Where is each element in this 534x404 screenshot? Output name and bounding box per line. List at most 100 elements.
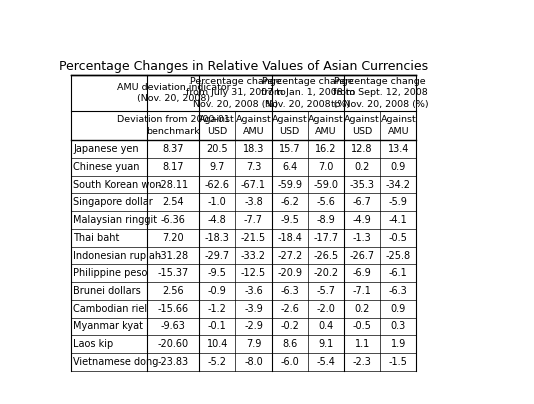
Text: -6.3: -6.3 xyxy=(280,286,299,296)
Text: -9.5: -9.5 xyxy=(280,215,299,225)
Text: 20.5: 20.5 xyxy=(207,144,228,154)
Text: 12.8: 12.8 xyxy=(351,144,373,154)
Text: -27.2: -27.2 xyxy=(277,250,302,261)
Text: Vietnamese dong: Vietnamese dong xyxy=(73,357,159,367)
Text: -8.0: -8.0 xyxy=(244,357,263,367)
Text: 0.9: 0.9 xyxy=(391,162,406,172)
Text: Percentage change
from Sept. 12, 2008
to Nov. 20, 2008 (%): Percentage change from Sept. 12, 2008 to… xyxy=(332,77,429,109)
Text: 1.1: 1.1 xyxy=(355,339,370,349)
Text: -4.8: -4.8 xyxy=(208,215,226,225)
Text: -31.28: -31.28 xyxy=(158,250,189,261)
Text: -6.2: -6.2 xyxy=(280,197,299,207)
Text: -1.0: -1.0 xyxy=(208,197,226,207)
Text: -2.0: -2.0 xyxy=(317,304,335,314)
Text: -9.63: -9.63 xyxy=(161,322,186,331)
Text: -5.4: -5.4 xyxy=(317,357,335,367)
Text: -5.2: -5.2 xyxy=(208,357,227,367)
Text: Philippine peso: Philippine peso xyxy=(73,268,148,278)
Text: -5.7: -5.7 xyxy=(317,286,335,296)
Text: -6.0: -6.0 xyxy=(280,357,299,367)
Text: Against
AMU: Against AMU xyxy=(235,115,271,136)
Text: -0.2: -0.2 xyxy=(280,322,299,331)
Text: Against
USD: Against USD xyxy=(344,115,380,136)
Text: Cambodian riel: Cambodian riel xyxy=(73,304,147,314)
Text: -34.2: -34.2 xyxy=(386,179,411,189)
Text: 9.7: 9.7 xyxy=(210,162,225,172)
Text: -7.1: -7.1 xyxy=(352,286,372,296)
Text: 7.20: 7.20 xyxy=(162,233,184,243)
Text: -4.1: -4.1 xyxy=(389,215,408,225)
Text: 2.56: 2.56 xyxy=(162,286,184,296)
Text: -26.5: -26.5 xyxy=(313,250,339,261)
Text: -0.1: -0.1 xyxy=(208,322,226,331)
Text: -6.7: -6.7 xyxy=(352,197,372,207)
Text: -33.2: -33.2 xyxy=(241,250,266,261)
Text: -1.2: -1.2 xyxy=(208,304,227,314)
Text: -18.4: -18.4 xyxy=(277,233,302,243)
Text: Percentage change
from July 31, 2007 to
Nov. 20, 2008 (%): Percentage change from July 31, 2007 to … xyxy=(185,77,285,109)
Text: Singapore dollar: Singapore dollar xyxy=(73,197,153,207)
Text: -18.3: -18.3 xyxy=(205,233,230,243)
Text: 10.4: 10.4 xyxy=(207,339,228,349)
Text: -0.9: -0.9 xyxy=(208,286,226,296)
Text: -67.1: -67.1 xyxy=(241,179,266,189)
Text: 8.17: 8.17 xyxy=(162,162,184,172)
Text: -12.5: -12.5 xyxy=(241,268,266,278)
Text: Chinese yuan: Chinese yuan xyxy=(73,162,140,172)
Text: -25.8: -25.8 xyxy=(386,250,411,261)
Text: 0.4: 0.4 xyxy=(318,322,334,331)
Text: Against
AMU: Against AMU xyxy=(380,115,416,136)
Text: 2.54: 2.54 xyxy=(162,197,184,207)
Text: -3.8: -3.8 xyxy=(244,197,263,207)
Text: 16.2: 16.2 xyxy=(315,144,336,154)
Text: Malaysian ringgit: Malaysian ringgit xyxy=(73,215,158,225)
Text: -29.7: -29.7 xyxy=(205,250,230,261)
Text: -15.66: -15.66 xyxy=(158,304,189,314)
Text: Brunei dollars: Brunei dollars xyxy=(73,286,141,296)
Text: -59.0: -59.0 xyxy=(313,179,339,189)
Text: -3.9: -3.9 xyxy=(244,304,263,314)
Text: Against
AMU: Against AMU xyxy=(308,115,344,136)
Text: South Korean won: South Korean won xyxy=(73,179,162,189)
Text: 0.2: 0.2 xyxy=(355,162,370,172)
Text: -20.2: -20.2 xyxy=(313,268,339,278)
Text: -7.7: -7.7 xyxy=(244,215,263,225)
Text: AMU deviation indicator
(Nov. 20, 2008): AMU deviation indicator (Nov. 20, 2008) xyxy=(116,82,230,103)
Text: Thai baht: Thai baht xyxy=(73,233,120,243)
Text: -26.7: -26.7 xyxy=(350,250,375,261)
Text: -0.5: -0.5 xyxy=(352,322,372,331)
Text: Percentage change
from Jan. 1, 2008 to
Nov. 20, 2008 (%): Percentage change from Jan. 1, 2008 to N… xyxy=(261,77,355,109)
Text: -6.9: -6.9 xyxy=(353,268,372,278)
Text: 0.3: 0.3 xyxy=(391,322,406,331)
Text: 0.2: 0.2 xyxy=(355,304,370,314)
Text: 8.6: 8.6 xyxy=(282,339,297,349)
Text: -5.6: -5.6 xyxy=(317,197,335,207)
Text: -6.3: -6.3 xyxy=(389,286,408,296)
Text: -59.9: -59.9 xyxy=(277,179,302,189)
Text: -2.3: -2.3 xyxy=(352,357,372,367)
Text: -3.6: -3.6 xyxy=(244,286,263,296)
Text: -17.7: -17.7 xyxy=(313,233,339,243)
Text: -62.6: -62.6 xyxy=(205,179,230,189)
Text: Percentage Changes in Relative Values of Asian Currencies: Percentage Changes in Relative Values of… xyxy=(59,60,428,73)
Text: -2.6: -2.6 xyxy=(280,304,299,314)
Text: -20.60: -20.60 xyxy=(158,339,189,349)
Text: -0.5: -0.5 xyxy=(389,233,408,243)
Text: Myanmar kyat: Myanmar kyat xyxy=(73,322,143,331)
Text: Deviation from 2000-01
benchmark: Deviation from 2000-01 benchmark xyxy=(117,115,230,136)
Text: -2.9: -2.9 xyxy=(244,322,263,331)
Text: -15.37: -15.37 xyxy=(158,268,189,278)
Text: 8.37: 8.37 xyxy=(162,144,184,154)
Text: 15.7: 15.7 xyxy=(279,144,301,154)
Text: 7.9: 7.9 xyxy=(246,339,261,349)
Text: -1.3: -1.3 xyxy=(353,233,372,243)
Text: -28.11: -28.11 xyxy=(158,179,189,189)
Text: -1.5: -1.5 xyxy=(389,357,408,367)
Text: -6.36: -6.36 xyxy=(161,215,186,225)
Text: Japanese yen: Japanese yen xyxy=(73,144,139,154)
Text: 18.3: 18.3 xyxy=(243,144,264,154)
Text: Against
USD: Against USD xyxy=(199,115,235,136)
Text: Laos kip: Laos kip xyxy=(73,339,114,349)
Text: 6.4: 6.4 xyxy=(282,162,297,172)
Text: -23.83: -23.83 xyxy=(158,357,189,367)
